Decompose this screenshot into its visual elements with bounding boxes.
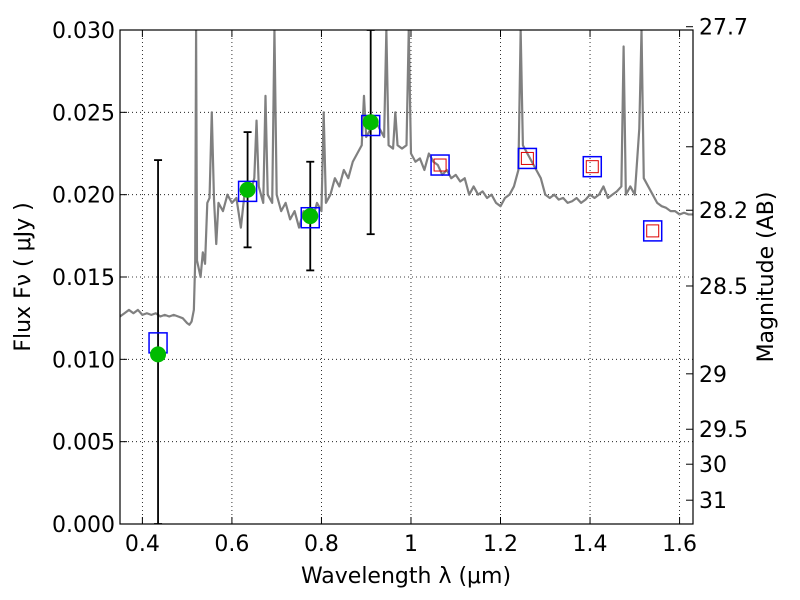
- y2-tick-label: 28.5: [699, 275, 748, 300]
- y2-axis-label: Magnitude (AB): [754, 192, 779, 363]
- model-band-box: [237, 180, 258, 203]
- x-tick-label: 0.4: [125, 532, 160, 557]
- model-spectrum-line: [120, 30, 693, 326]
- y-tick-label: 0.030: [52, 19, 115, 44]
- model-band-box-inner: [433, 158, 447, 172]
- y-tick-label: 0.005: [52, 431, 115, 456]
- y2-tick-label: 29: [699, 363, 727, 388]
- y2-tick-label: 31: [699, 489, 727, 514]
- x-axis: 0.4 0.6 0.8 1 1.2 1.4 1.6: [125, 30, 697, 557]
- x-axis-label: Wavelength λ (μm): [301, 564, 511, 589]
- model-band-box: [642, 220, 663, 242]
- y2-tick-label: 30: [699, 453, 727, 478]
- x-tick-label: 1.2: [483, 532, 518, 557]
- y-tick-label: 0.025: [52, 101, 115, 126]
- y-tick-label: 0.000: [52, 513, 115, 538]
- observed-point: [239, 181, 256, 198]
- y-axis-label: Flux Fν ( μJy ): [11, 202, 36, 351]
- observed-point: [302, 208, 319, 225]
- y-tick-label: 0.020: [52, 184, 115, 209]
- y2-tick-label: 28: [699, 136, 727, 161]
- y2-axis: 27.7 28 28.2 28.5 29 29.5 30 31: [686, 16, 748, 514]
- model-band-box: [300, 206, 321, 229]
- model-band-box-inner: [646, 224, 660, 238]
- x-tick-label: 1.6: [662, 532, 697, 557]
- y-tick-label: 0.015: [52, 266, 115, 291]
- model-band-box: [517, 147, 538, 170]
- y2-tick-label: 27.7: [699, 16, 748, 41]
- plot-area: [120, 30, 693, 524]
- x-tick-label: 1: [404, 532, 418, 557]
- y2-tick-label: 29.5: [699, 418, 748, 443]
- model-band-box-inner: [520, 151, 534, 165]
- y-tick-label: 0.010: [52, 348, 115, 373]
- observed-point: [150, 346, 167, 363]
- x-tick-label: 0.8: [304, 532, 339, 557]
- x-tick-label: 1.4: [573, 532, 608, 557]
- x-tick-label: 0.6: [214, 532, 249, 557]
- observed-point: [362, 114, 379, 131]
- y2-tick-label: 28.2: [699, 199, 748, 224]
- y-axis: 0.000 0.005 0.010 0.015 0.020 0.025 0.030: [52, 19, 127, 538]
- model-band-box: [582, 155, 603, 178]
- model-band-box: [430, 154, 450, 176]
- model-band-box-inner: [585, 160, 599, 174]
